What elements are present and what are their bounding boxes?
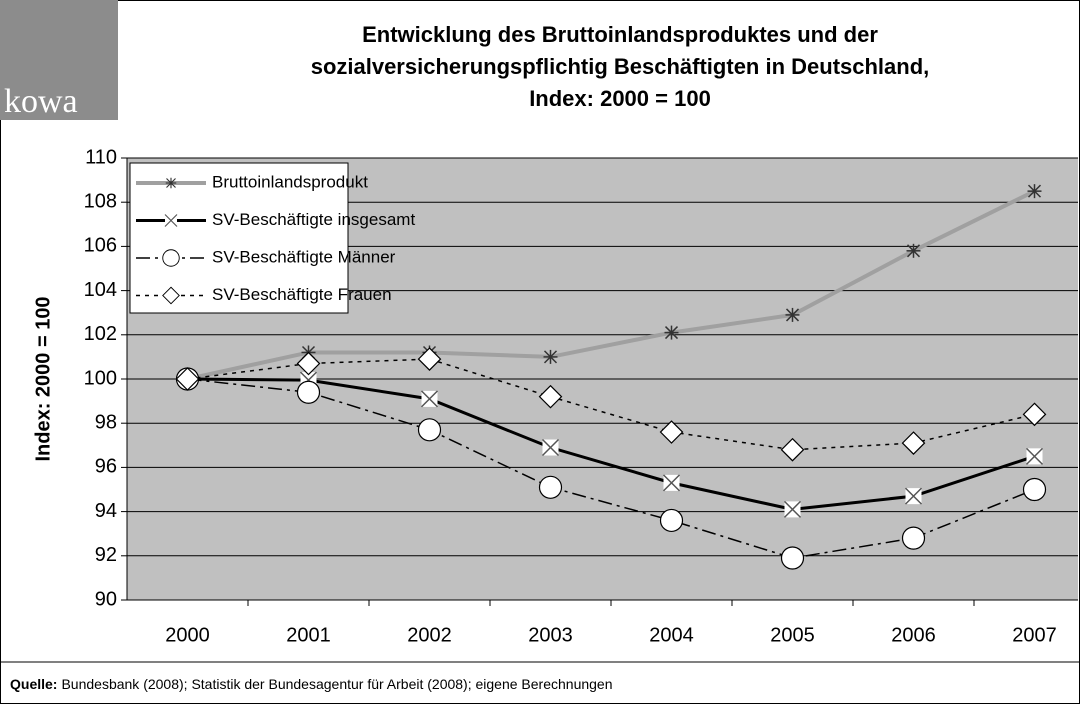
marker-circle	[162, 249, 180, 267]
marker-shape	[538, 475, 563, 499]
marker-shape	[538, 384, 563, 409]
y-tick-label: 110	[85, 146, 117, 168]
legend-label: SV-Beschäftigte Frauen	[212, 285, 392, 304]
marker-stroke	[543, 350, 558, 364]
chart-title: sozialversicherungspflichtig Beschäftigt…	[311, 54, 930, 79]
y-tick-label: 94	[95, 500, 117, 522]
marker-circle	[901, 526, 926, 550]
marker-diamond	[780, 437, 805, 462]
logo: kowa	[4, 83, 78, 120]
marker-x	[541, 438, 560, 457]
marker-stroke	[783, 500, 802, 518]
x-tick-label: 2006	[891, 624, 936, 646]
chart-title: Entwicklung des Bruttoinlandsproduktes u…	[362, 22, 878, 47]
marker-stroke	[1027, 184, 1042, 198]
x-tick-label: 2001	[286, 624, 331, 646]
series-line	[187, 189, 1036, 381]
marker-diamond	[417, 347, 442, 371]
y-tick-label: 96	[95, 456, 117, 478]
marker-diamond	[901, 431, 926, 455]
y-tick-label: 106	[84, 235, 117, 257]
marker-stroke	[164, 214, 178, 227]
marker-asterisk	[664, 325, 679, 340]
marker-diamond	[296, 351, 321, 376]
x-tick-label: 2002	[407, 624, 452, 646]
marker-stroke	[541, 438, 560, 457]
marker-stroke	[904, 487, 923, 505]
marker-circle	[1022, 477, 1047, 502]
marker-stroke	[420, 390, 439, 408]
y-tick-label: 102	[84, 323, 117, 345]
source-text: Bundesbank (2008); Statistik der Bundesa…	[61, 676, 612, 692]
legend-label: Bruttoinlandsprodukt	[212, 172, 368, 191]
marker-stroke	[166, 178, 176, 188]
marker-x	[783, 500, 802, 518]
marker-shape	[175, 367, 200, 391]
marker-stroke	[785, 308, 800, 322]
marker-shape	[1022, 477, 1047, 502]
marker-shape	[296, 380, 321, 404]
marker-shape	[1022, 402, 1047, 427]
marker-asterisk	[785, 307, 800, 322]
x-tick-label: 2007	[1012, 624, 1057, 646]
marker-shape	[659, 508, 684, 533]
marker-shape	[780, 437, 805, 462]
marker-shape	[901, 526, 926, 550]
marker-circle	[659, 508, 684, 533]
legend-label: SV-Beschäftigte insgesamt	[212, 210, 415, 229]
series-line	[187, 377, 1035, 511]
marker-shape	[162, 249, 180, 267]
x-tick-label: 2003	[528, 624, 573, 646]
marker-x	[420, 390, 439, 408]
legend-label: SV-Beschäftigte Männer	[212, 247, 396, 266]
marker-x	[164, 214, 178, 227]
y-tick-label: 98	[95, 411, 117, 433]
logo-box	[0, 0, 118, 120]
x-tick-label: 2004	[649, 624, 694, 646]
marker-shape	[780, 546, 805, 570]
marker-x	[1025, 447, 1044, 465]
y-tick-label: 92	[95, 544, 117, 566]
marker-asterisk	[165, 177, 177, 189]
marker-circle	[780, 546, 805, 570]
marker-asterisk	[906, 243, 921, 258]
marker-circle	[417, 418, 442, 442]
marker-shape	[417, 347, 442, 371]
marker-stroke	[1025, 447, 1044, 465]
source-label: Quelle:	[10, 676, 57, 692]
marker-shape	[162, 286, 180, 305]
marker-shape	[417, 418, 442, 442]
legend: Bruttoinlandsprodukt SV-Beschäftigte insg…	[129, 162, 415, 314]
marker-diamond	[162, 286, 180, 305]
marker-stroke	[664, 326, 679, 340]
marker-diamond	[175, 367, 200, 391]
marker-diamond	[1022, 402, 1047, 427]
marker-circle	[538, 475, 563, 499]
legend-box	[129, 162, 349, 314]
source: Quelle: Bundesbank (2008); Statistik der …	[10, 676, 613, 692]
marker-asterisk	[543, 349, 558, 364]
marker-x	[904, 487, 923, 505]
marker-stroke	[662, 474, 681, 492]
y-tick-label: 90	[95, 588, 117, 610]
marker-stroke	[906, 244, 921, 258]
marker-shape	[659, 420, 684, 444]
marker-x	[662, 474, 681, 492]
y-tick-label: 104	[84, 279, 117, 301]
y-tick-label: 108	[84, 190, 117, 212]
series-line	[187, 358, 1035, 451]
marker-asterisk	[1027, 184, 1042, 199]
chart-title: Index: 2000 = 100	[529, 86, 711, 111]
marker-shape	[901, 431, 926, 455]
x-tick-label: 2000	[165, 624, 210, 646]
series-line	[187, 378, 1035, 559]
y-axis-label: Index: 2000 = 100	[32, 296, 54, 461]
y-tick-label: 100	[84, 367, 117, 389]
marker-diamond	[659, 420, 684, 444]
marker-shape	[296, 351, 321, 376]
marker-circle	[296, 380, 321, 404]
marker-diamond	[538, 384, 563, 409]
x-tick-label: 2005	[770, 624, 815, 646]
